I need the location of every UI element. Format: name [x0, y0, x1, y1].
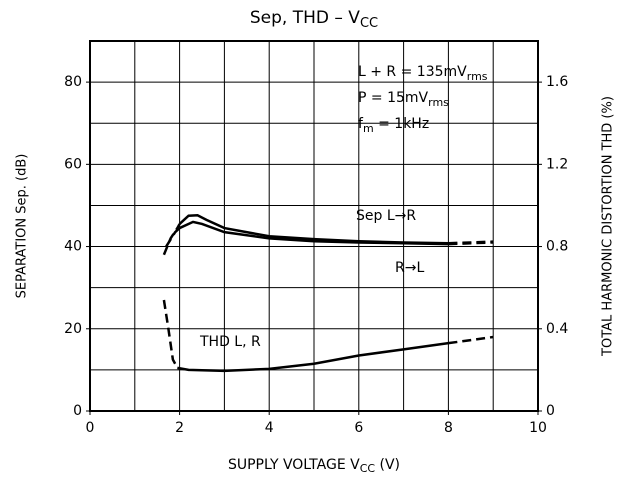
condition-part: P = 15mV: [358, 90, 429, 106]
x-tick-label: 0: [86, 420, 95, 436]
plot-frame: [89, 40, 539, 412]
series-line: [162, 299, 179, 369]
y-axis-label: SEPARATION Sep. (dB): [15, 154, 30, 299]
series-line: [448, 241, 494, 246]
series-line: [448, 335, 494, 345]
y2-axis-label: TOTAL HARMONIC DISTORTION THD (%): [601, 96, 616, 357]
series-line: [177, 341, 449, 373]
condition-part: L + R = 135mV: [358, 64, 467, 80]
condition: P = 15mVrms: [358, 90, 449, 109]
condition-part: rms: [467, 70, 488, 83]
x-tick-label: 6: [354, 420, 363, 436]
condition-part: m: [363, 122, 374, 135]
condition-part: rms: [428, 96, 449, 109]
annotation: Sep L→R: [356, 208, 416, 224]
xlabel-after: (V): [375, 457, 400, 473]
x-tick-label: 2: [175, 420, 184, 436]
x-tick-label: 10: [529, 420, 547, 436]
y2-tick-label: 1.6: [546, 74, 568, 90]
condition: L + R = 135mVrms: [358, 64, 488, 83]
y-tick-label: 20: [64, 321, 82, 337]
xlabel-text: SUPPLY VOLTAGE V: [228, 457, 360, 473]
series-line: [165, 227, 181, 248]
condition: fm = 1kHz: [358, 116, 429, 135]
x-axis-label: SUPPLY VOLTAGE VCC (V): [228, 457, 400, 475]
y-tick-label: 60: [64, 156, 82, 172]
series-line: [179, 220, 449, 246]
y-tick-label: 0: [73, 403, 82, 419]
x-tick-label: 4: [265, 420, 274, 436]
condition-part: = 1kHz: [374, 116, 430, 132]
annotation: THD L, R: [199, 334, 261, 350]
y2-tick-label: 1.2: [546, 156, 568, 172]
condition-part: f: [358, 116, 364, 132]
y-tick-label: 40: [64, 239, 82, 255]
y2-tick-label: 0.8: [546, 239, 568, 255]
y2-tick-label: 0.4: [546, 321, 568, 337]
title-sub: CC: [360, 16, 378, 31]
title-text: Sep, THD – V: [250, 8, 360, 28]
y2-tick-label: 0: [546, 403, 555, 419]
y-tick-label: 80: [64, 74, 82, 90]
chart-title: Sep, THD – VCC: [250, 8, 378, 31]
annotation: R→L: [395, 260, 424, 276]
x-tick-label: 8: [444, 420, 453, 436]
xlabel-sub: CC: [360, 462, 376, 475]
